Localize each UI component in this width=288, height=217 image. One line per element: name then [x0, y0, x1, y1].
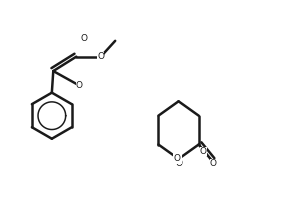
Text: O: O: [76, 81, 83, 90]
Text: O: O: [97, 52, 104, 61]
Text: O: O: [200, 147, 206, 156]
Text: O: O: [80, 34, 87, 43]
Text: O: O: [174, 155, 181, 163]
Text: O: O: [210, 159, 217, 168]
Text: O: O: [175, 159, 182, 168]
